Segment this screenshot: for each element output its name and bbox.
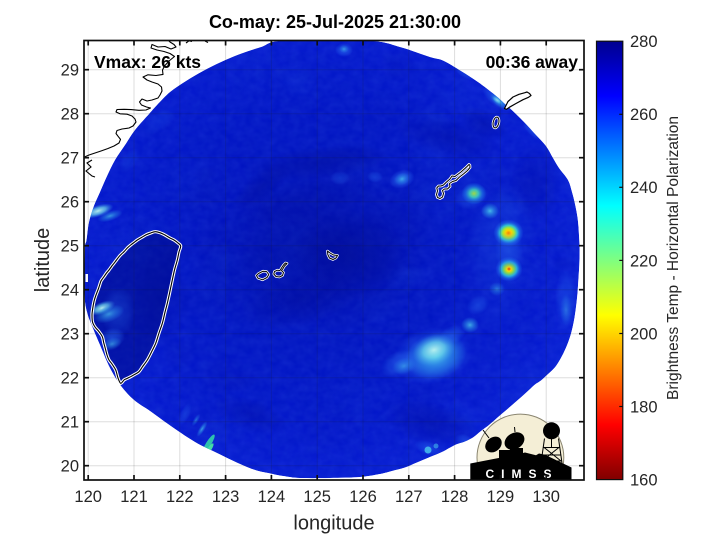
svg-text:26: 26 [61,194,79,212]
svg-text:00:36 away: 00:36 away [486,52,579,72]
svg-text:22: 22 [61,370,79,388]
svg-text:Brightness Temp - Horizontal P: Brightness Temp - Horizontal Polarizatio… [665,116,682,400]
svg-text:220: 220 [630,252,658,270]
svg-text:200: 200 [630,325,658,343]
svg-text:260: 260 [630,106,658,124]
svg-text:160: 160 [630,472,658,490]
svg-text:120: 120 [74,488,102,506]
svg-text:122: 122 [166,488,194,506]
svg-text:25: 25 [61,238,79,256]
svg-text:125: 125 [303,488,331,506]
svg-text:127: 127 [395,488,423,506]
svg-text:longitude: longitude [293,513,374,535]
svg-text:124: 124 [258,488,286,506]
svg-text:128: 128 [441,488,469,506]
svg-text:23: 23 [61,326,79,344]
svg-text:180: 180 [630,398,658,416]
svg-text:28: 28 [61,106,79,124]
svg-text:21: 21 [61,414,79,432]
svg-text:121: 121 [120,488,148,506]
svg-text:129: 129 [487,488,515,506]
svg-text:123: 123 [212,488,240,506]
svg-text:240: 240 [630,179,658,197]
svg-text:280: 280 [630,33,658,51]
svg-text:Vmax: 26 kts: Vmax: 26 kts [94,52,201,72]
svg-text:130: 130 [532,488,560,506]
svg-text:24: 24 [61,282,79,300]
svg-text:CIMSS: CIMSS [486,467,559,481]
svg-text:29: 29 [61,62,79,80]
svg-text:27: 27 [61,150,79,168]
svg-text:latitude: latitude [32,228,54,293]
svg-text:126: 126 [349,488,377,506]
svg-text:20: 20 [61,458,79,476]
svg-text:Co-may: 25-Jul-2025 21:30:00: Co-may: 25-Jul-2025 21:30:00 [209,12,461,32]
